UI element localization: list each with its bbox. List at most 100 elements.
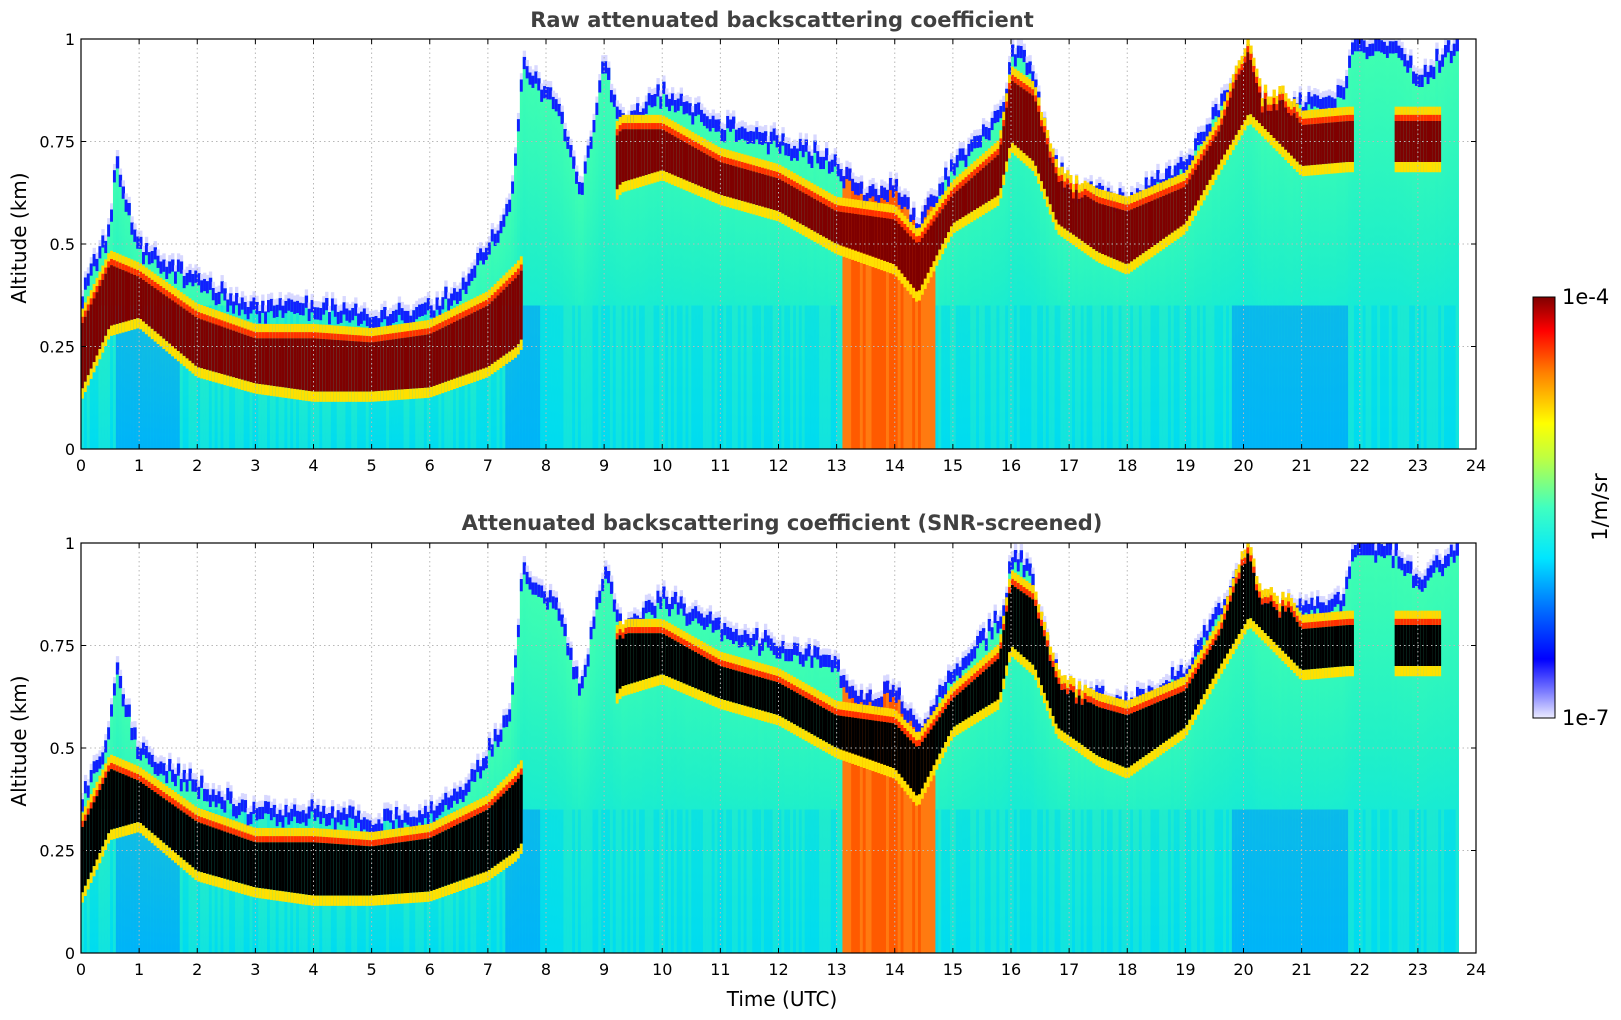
faint-edge: [793, 139, 797, 146]
layer-edge: [949, 159, 954, 172]
layer-halo: [165, 281, 169, 297]
layer-halo: [229, 827, 233, 834]
faint-edge: [81, 793, 85, 800]
layer-halo: [322, 324, 326, 340]
heatmap-column: [886, 183, 890, 449]
layer-halo: [1112, 258, 1117, 270]
near-surface-fill: [746, 305, 750, 449]
aerosol-fill: [607, 67, 611, 449]
layer-halo: [967, 213, 971, 224]
heatmap-column: [226, 293, 230, 449]
layer-halo: [888, 204, 893, 219]
heatmap-column: [258, 304, 262, 449]
heatmap-column: [888, 171, 893, 450]
layer-halo: [272, 836, 277, 843]
layer-halo: [938, 207, 942, 214]
layer-halo: [842, 246, 846, 257]
layer-halo: [81, 820, 85, 827]
heatmap-column: [406, 304, 410, 449]
faint-edge: [1086, 178, 1090, 185]
layer-edge: [232, 301, 236, 314]
aerosol-fill: [604, 61, 608, 450]
layer-edge: [121, 694, 125, 707]
saturated-cell: [1095, 202, 1099, 252]
saturated-cell: [1426, 121, 1430, 162]
layer-halo: [214, 372, 218, 383]
aerosol-fill: [865, 192, 869, 449]
layer-halo: [1292, 98, 1297, 114]
layer-halo: [307, 827, 311, 843]
near-surface-fill: [1313, 305, 1317, 449]
saturated-cell: [156, 290, 160, 334]
near-surface-fill: [577, 305, 582, 449]
saturated-cell: [519, 270, 524, 340]
faint-edge: [601, 55, 605, 62]
heatmap-column: [726, 109, 730, 450]
saturated-cell: [115, 267, 120, 324]
layer-halo: [232, 377, 236, 388]
layer-halo: [827, 192, 832, 208]
layer-halo: [1336, 162, 1340, 174]
layer-halo: [1005, 93, 1009, 108]
layer-halo: [1327, 163, 1332, 174]
layer-edge: [313, 808, 317, 821]
layer-halo: [1327, 108, 1332, 123]
near-surface-fill: [1237, 305, 1241, 449]
layer-edge: [191, 779, 195, 792]
layer-halo: [906, 218, 910, 234]
aerosol-fill: [1234, 71, 1239, 449]
aerosol-fill: [987, 128, 992, 449]
layer-halo: [325, 895, 329, 906]
layer-edge: [269, 807, 274, 821]
faint-edge: [999, 99, 1003, 106]
layer-edge: [1176, 162, 1180, 176]
layer-halo: [142, 769, 146, 784]
layer-edge: [1025, 62, 1029, 75]
layer-halo: [319, 836, 323, 843]
saturated-cell: [235, 835, 239, 883]
layer-halo: [118, 254, 123, 269]
heatmap-column: [862, 188, 867, 449]
saturated-cell: [781, 180, 785, 214]
layer-halo: [133, 268, 137, 275]
aerosol-fill: [1319, 98, 1323, 449]
layer-halo: [839, 205, 843, 212]
heatmap-column: [1092, 185, 1096, 449]
layer-halo: [432, 385, 436, 397]
layer-halo: [258, 332, 262, 339]
layer-halo: [1228, 144, 1233, 156]
layer-edge: [662, 81, 666, 94]
layer-halo: [351, 334, 355, 342]
saturated-cell: [298, 338, 303, 390]
layer-halo: [670, 120, 675, 135]
layer-halo: [162, 842, 166, 853]
faint-edge: [278, 291, 282, 299]
aerosol-fill: [856, 183, 861, 449]
layer-halo: [313, 836, 317, 843]
faint-edge: [1316, 89, 1320, 96]
faint-edge: [380, 303, 384, 310]
layer-edge: [1016, 45, 1021, 58]
near-surface-fill: [1214, 305, 1218, 449]
layer-halo: [732, 198, 736, 209]
layer-halo: [1040, 120, 1044, 127]
saturated-cell: [83, 820, 88, 886]
saturated-cell: [1316, 123, 1320, 165]
layer-halo: [659, 123, 663, 130]
near-surface-fill: [1333, 305, 1337, 449]
layer-halo: [182, 806, 187, 813]
saturated-cell: [822, 203, 826, 237]
faint-edge: [577, 175, 582, 182]
layer-halo: [258, 888, 262, 899]
layer-halo: [1243, 56, 1247, 63]
layer-edge: [487, 242, 492, 255]
saturated-cell: [964, 183, 968, 216]
saturated-cell: [336, 340, 341, 392]
layer-halo: [107, 329, 111, 340]
faint-edge: [197, 780, 201, 787]
layer-halo: [1234, 65, 1239, 80]
saturated-cell: [1092, 200, 1096, 250]
heatmap-column: [961, 142, 965, 449]
layer-halo: [519, 264, 524, 271]
faint-edge: [1182, 155, 1186, 162]
